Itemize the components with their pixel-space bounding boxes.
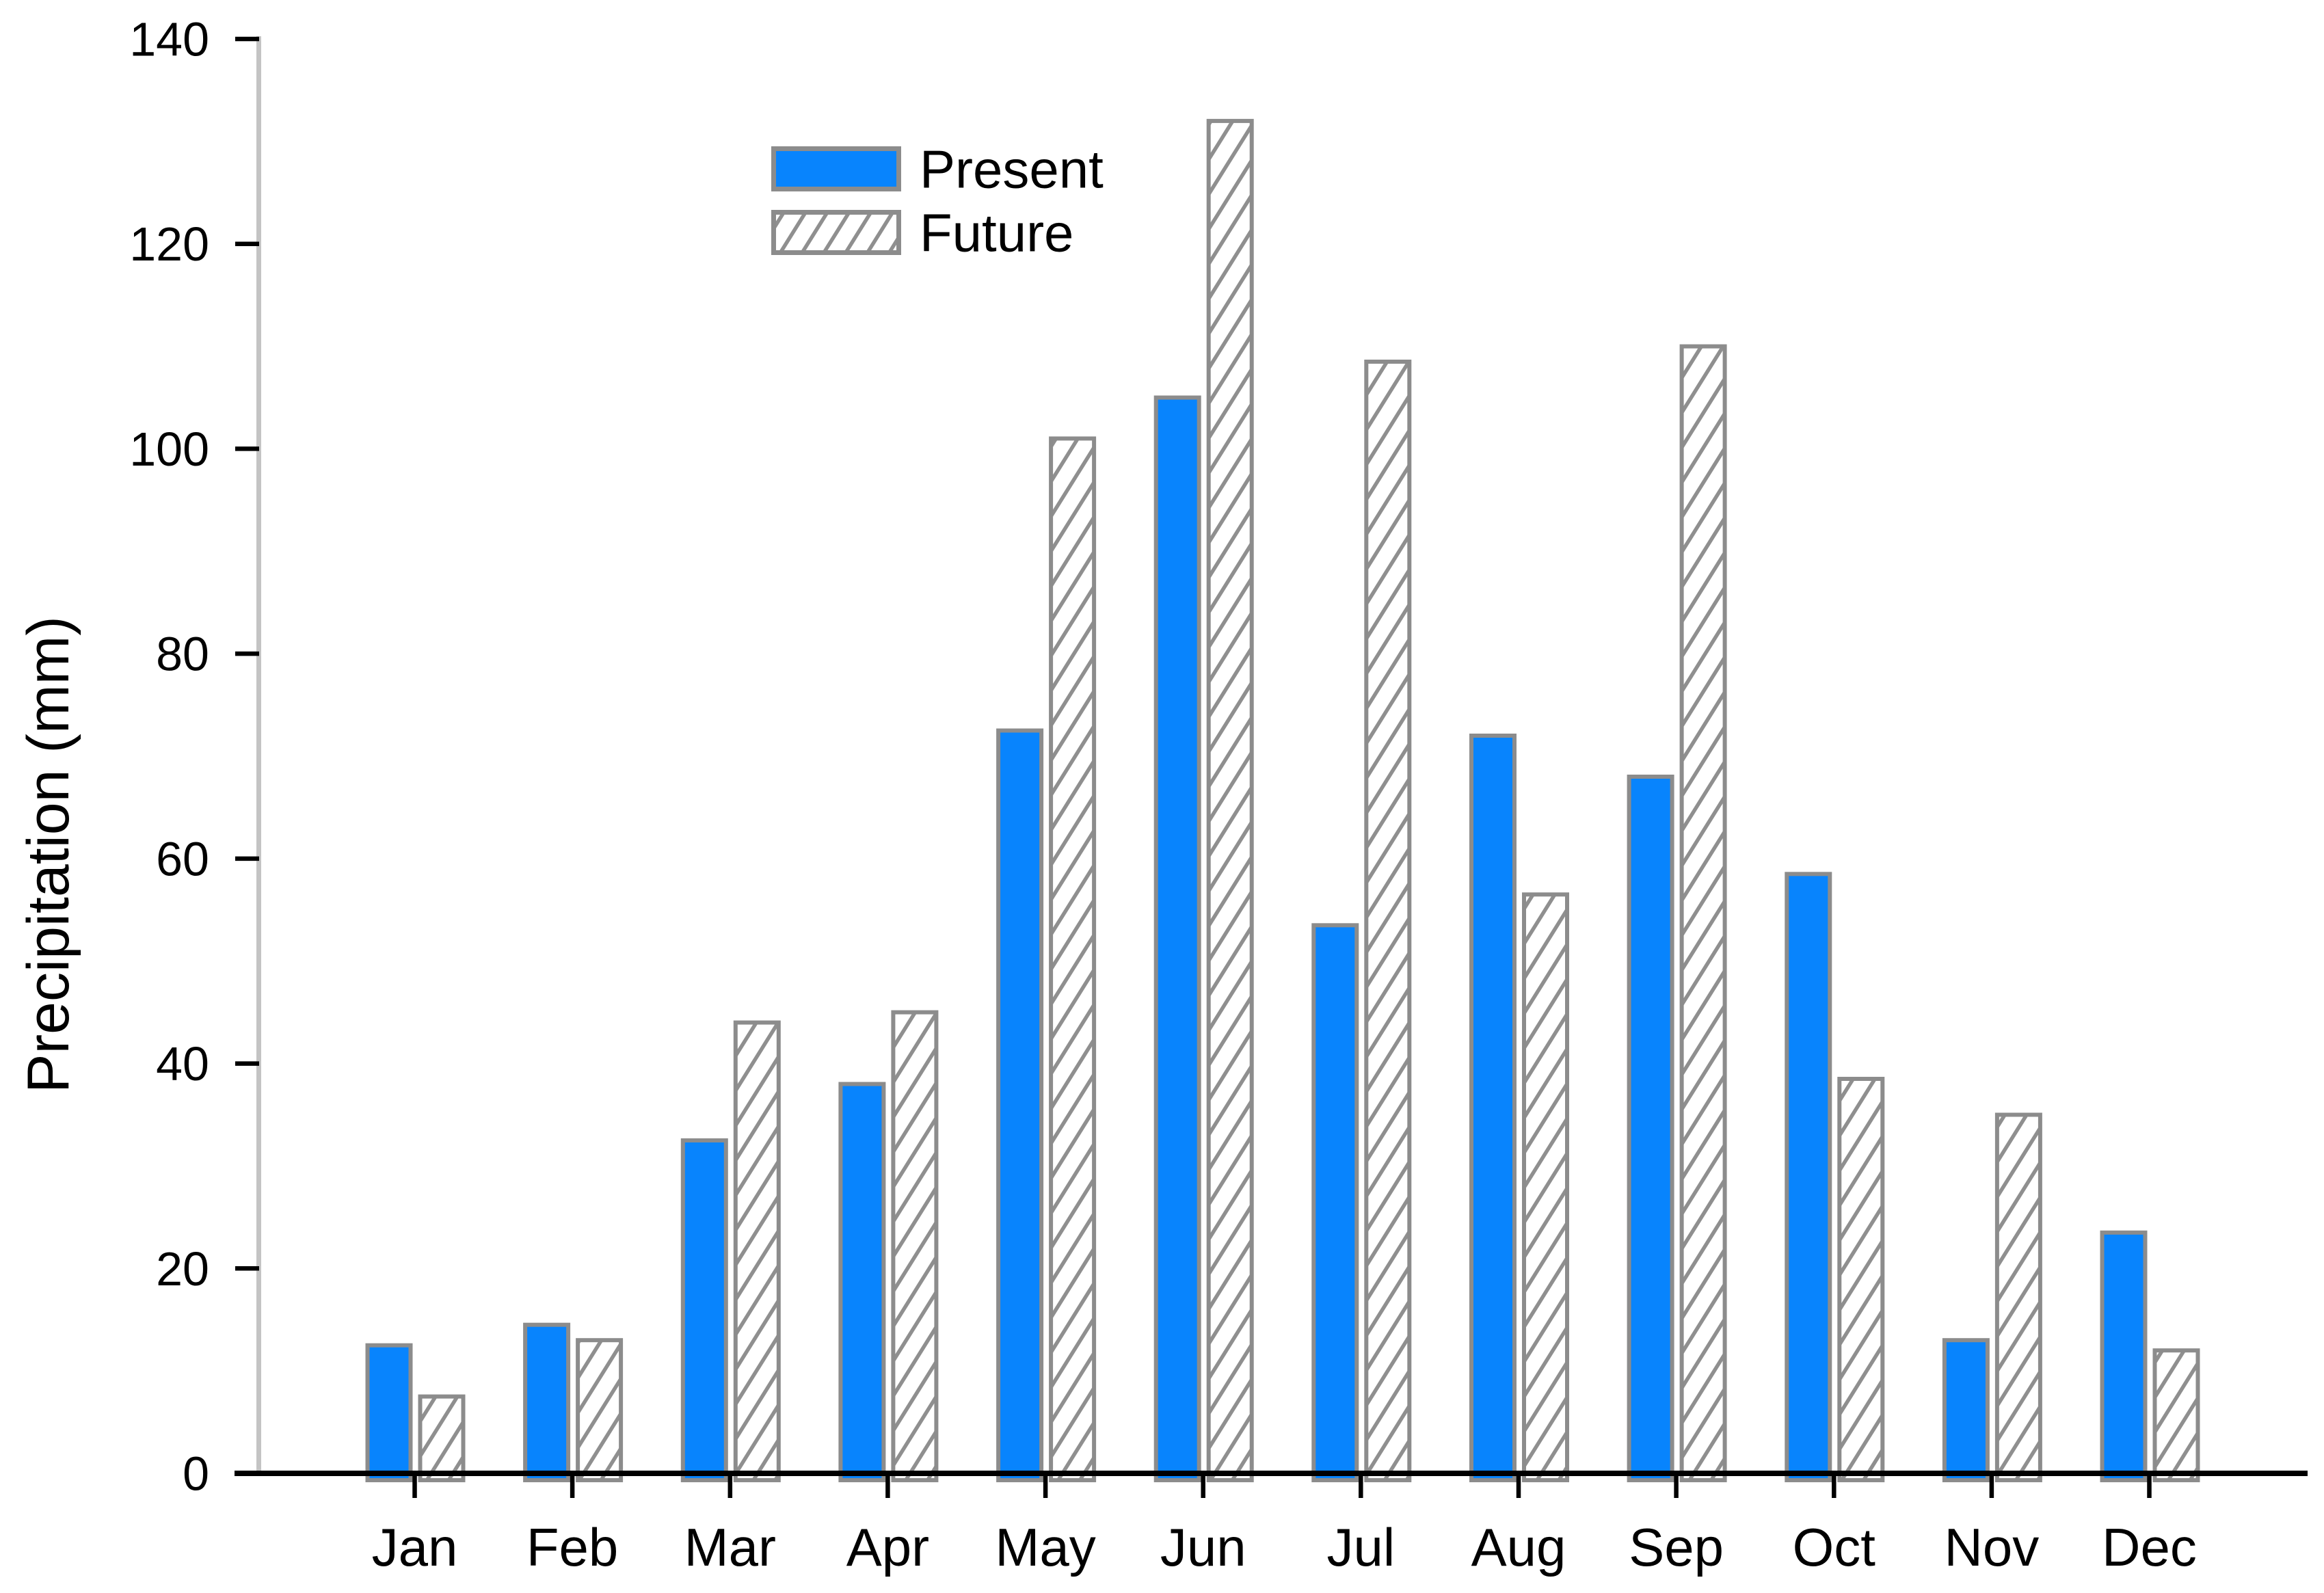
x-tick-label-sep: Sep [1629,1517,1724,1577]
legend-swatch-future [771,210,901,255]
bar-future-nov [1994,1112,2042,1482]
y-tick-label-0: 0 [183,1447,209,1501]
y-tick-label-140: 140 [129,13,209,66]
legend-swatch-present [771,146,901,191]
x-tick-label-oct: Oct [1793,1517,1876,1577]
bar-present-aug [1469,734,1517,1482]
x-tick-label-feb: Feb [526,1517,618,1577]
y-tick-label-20: 20 [156,1242,209,1296]
bar-present-jul [1311,923,1359,1483]
bars-group [365,118,2200,1483]
bar-future-jun [1206,118,1254,1482]
bar-present-sep [1627,775,1674,1482]
bar-future-jan [418,1394,466,1482]
bar-future-mar [733,1020,781,1482]
bar-present-oct [1785,872,1832,1483]
bar-present-jun [1153,395,1201,1482]
y-tick-label-120: 120 [129,217,209,271]
x-tick-label-apr: Apr [846,1517,929,1577]
legend: Present Future [771,139,1104,263]
bar-present-apr [838,1082,886,1482]
x-tick-label-mar: Mar [684,1517,776,1577]
bar-present-nov [1942,1338,1990,1482]
x-tick-label-jul: Jul [1326,1517,1395,1577]
bar-present-jan [365,1343,413,1482]
axis-labels-group: 0 20 40 60 80 100 120 140 Jan Feb Mar Apr May Jun Jul A… [129,13,2197,1578]
y-tick-label-100: 100 [129,423,209,476]
x-tick-label-aug: Aug [1471,1517,1566,1577]
bar-future-may [1049,436,1097,1482]
bar-future-aug [1522,892,1569,1483]
x-tick-label-jun: Jun [1160,1517,1246,1577]
x-tick-label-jan: Jan [372,1517,458,1577]
y-tick-label-80: 80 [156,628,209,681]
bar-future-oct [1837,1077,1885,1482]
bar-present-dec [2100,1230,2148,1483]
y-axis-title: Precipitation (mm) [16,616,81,1093]
bar-present-mar [680,1138,728,1482]
bar-future-sep [1679,344,1727,1483]
bar-present-feb [523,1322,571,1482]
axes-group [235,36,2308,1476]
ticks-group [235,36,2152,1498]
legend-label-present: Present [920,139,1104,199]
y-tick-label-40: 40 [156,1037,209,1090]
x-tick-label-nov: Nov [1945,1517,2040,1577]
bar-future-feb [576,1338,624,1482]
bar-future-jul [1364,360,1412,1482]
x-tick-label-may: May [995,1517,1095,1577]
x-tick-label-dec: Dec [2102,1517,2197,1577]
bar-future-dec [2152,1348,2200,1482]
y-tick-label-60: 60 [156,832,209,885]
legend-label-future: Future [920,202,1073,263]
bar-future-apr [891,1010,939,1482]
bar-present-may [996,728,1044,1482]
